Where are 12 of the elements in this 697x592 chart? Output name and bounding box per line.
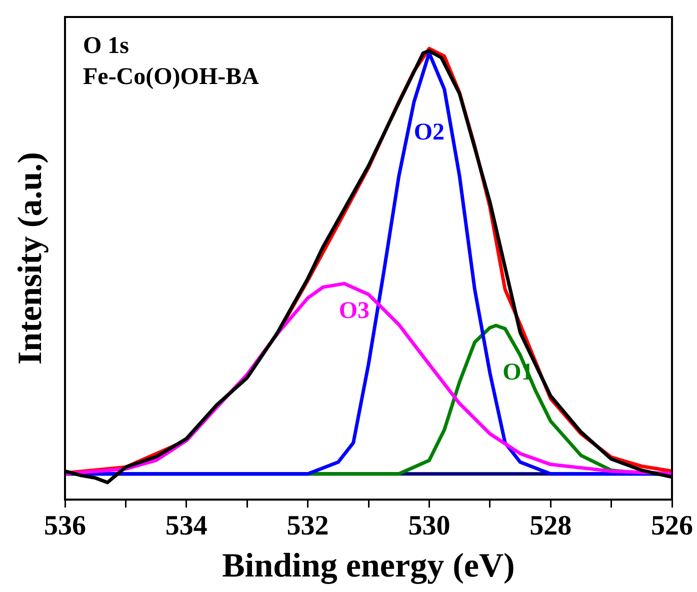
- x-axis-title: Binding energy (eV): [222, 547, 515, 584]
- x-tick-label: 528: [530, 510, 572, 542]
- annotation: O 1s: [83, 33, 130, 60]
- series-label: O2: [414, 119, 445, 146]
- x-tick-label: 530: [408, 510, 450, 542]
- annotation: Fe-Co(O)OH-BA: [83, 64, 260, 90]
- x-tick-label: 526: [651, 510, 693, 542]
- series-label: O3: [338, 298, 370, 324]
- x-tick-label: 536: [44, 510, 86, 542]
- x-tick-label: 532: [286, 510, 329, 542]
- x-tick-label: 534: [165, 510, 208, 542]
- y-axis-title: Intensity (a.u.): [12, 152, 49, 365]
